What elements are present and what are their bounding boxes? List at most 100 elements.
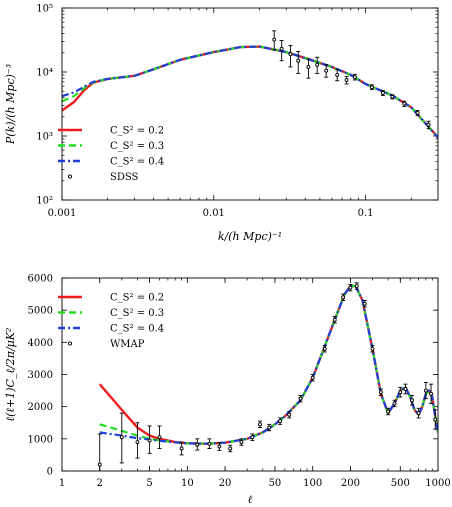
data-point [119, 412, 124, 464]
observation-marker [278, 419, 283, 424]
data-point [278, 417, 283, 425]
x-tick-label: 50 [269, 478, 282, 489]
observation-marker [207, 441, 212, 446]
observation-marker [344, 78, 349, 82]
observation-marker [378, 390, 383, 395]
observation-marker [415, 110, 420, 115]
x-tick-label: 0.001 [48, 208, 77, 219]
data-point [409, 394, 414, 406]
data-point [324, 64, 329, 78]
observation-marker [310, 375, 315, 380]
data-point [195, 438, 200, 451]
x-tick-label: 0.01 [203, 208, 225, 219]
x-tick-label: 0.1 [358, 208, 374, 219]
y-tick-label: 10² [36, 196, 53, 207]
observation-marker [119, 435, 124, 440]
observation-marker [416, 411, 421, 416]
observation-marker [433, 417, 438, 422]
observation-marker [354, 284, 359, 288]
data-point [416, 407, 421, 419]
legend-label: C_S² = 0.3 [110, 308, 164, 319]
observation-marker [352, 75, 357, 80]
observation-marker [348, 285, 353, 290]
data-point [370, 345, 375, 353]
y-tick-label: 2000 [28, 402, 53, 413]
observation-marker [398, 390, 403, 395]
data-point [296, 50, 301, 74]
y-tick-label: 4000 [28, 338, 53, 349]
observation-marker [135, 440, 140, 444]
data-point [352, 73, 357, 81]
observation-marker [315, 62, 320, 67]
y-tick-label: 5000 [28, 306, 53, 317]
x-axis-label: k/(h Mpc)⁻¹ [218, 230, 282, 243]
y-axis-label: P(k)/(h Mpc)⁻³ [4, 64, 17, 145]
x-tick-label: 500 [391, 478, 410, 489]
legend-label: C_S² = 0.4 [110, 324, 164, 335]
observation-marker [402, 101, 407, 106]
y-tick-label: 3000 [28, 370, 53, 381]
y-tick-label: 10⁴ [36, 68, 53, 79]
plot-frame [61, 7, 439, 201]
observation-marker [296, 58, 301, 63]
data-point [239, 438, 244, 446]
data-point [272, 30, 277, 51]
observation-marker [410, 398, 414, 403]
observation-marker [239, 440, 244, 444]
data-point [306, 58, 311, 79]
observation-marker [369, 85, 374, 90]
data-point [267, 423, 272, 432]
data-point [348, 283, 353, 292]
data-point [390, 94, 395, 100]
x-tick-label: 5 [146, 478, 152, 489]
data-point [179, 441, 184, 456]
observation-marker [322, 346, 327, 351]
data-point [287, 411, 292, 419]
observation-marker [195, 442, 200, 447]
observation-marker [258, 422, 262, 427]
data-point [429, 383, 434, 404]
x-tick-label: 1000 [425, 478, 450, 489]
observation-marker [157, 435, 162, 440]
x-tick-label: 100 [303, 478, 322, 489]
legend-label: C_S² = 0.2 [110, 126, 164, 137]
data-point [433, 409, 438, 430]
observation-marker [288, 52, 293, 57]
plot-area [97, 282, 438, 471]
power-spectrum-panel: 0.001 0.01 0.1 10² 10³ 10⁴ 10⁵ k/(h Mpc)⁻¹ P(k)/… [4, 4, 439, 243]
y-tick-label: 0 [47, 467, 53, 478]
data-point [97, 433, 102, 471]
data-point [415, 110, 420, 116]
data-point [157, 425, 162, 449]
observation-marker [147, 438, 152, 443]
observation-marker [287, 412, 292, 417]
x-tick-label: 10 [181, 478, 194, 489]
y-tick-label: 1000 [28, 434, 53, 445]
legend-observation-marker [67, 341, 73, 346]
data-point [228, 444, 233, 453]
y-tick-label: 10³ [36, 132, 53, 143]
data-point [426, 120, 431, 130]
x-tick-label: 1 [59, 478, 65, 489]
observation-marker [341, 295, 346, 300]
observation-marker [267, 425, 272, 430]
observation-marker [370, 346, 375, 351]
data-point [362, 300, 367, 308]
observation-marker [250, 435, 255, 440]
observation-marker [386, 409, 391, 414]
data-point [354, 282, 359, 290]
x-tick-label: 20 [219, 478, 232, 489]
data-point [135, 422, 140, 459]
data-point [398, 386, 403, 398]
observation-marker [390, 94, 395, 99]
data-point [322, 345, 327, 353]
data-point [207, 438, 212, 449]
observation-marker [298, 396, 303, 401]
data-point [423, 382, 428, 400]
observation-marker [392, 401, 397, 406]
observation-marker [217, 444, 222, 449]
data-point [386, 407, 391, 416]
legend-label: C_S² = 0.2 [110, 293, 164, 304]
data-point [279, 40, 284, 62]
cmb-spectrum-panel: 1 2 5 10 20 50 100 200 500 1000 0 1000 2000 3000 4000 5… [4, 274, 451, 507]
